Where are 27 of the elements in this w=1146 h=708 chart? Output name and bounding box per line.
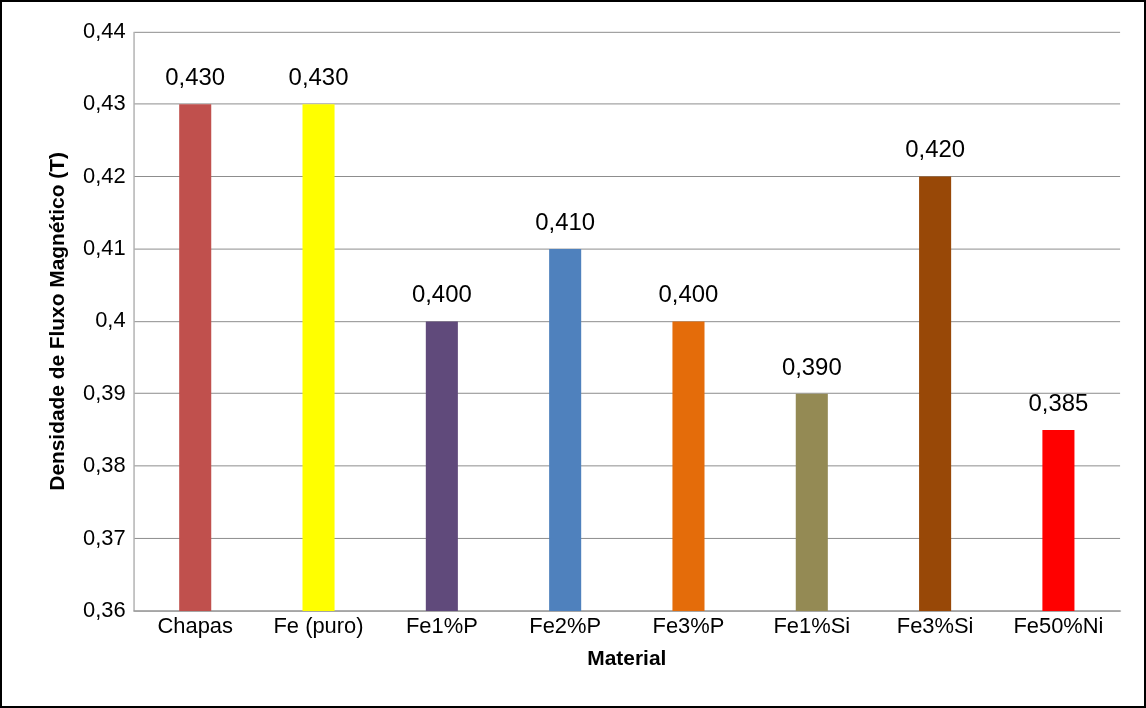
y-tick-label: 0,41	[82, 235, 126, 261]
data-label: 0,390	[781, 352, 842, 380]
data-label: 0,430	[288, 62, 349, 90]
y-tick-label: 0,37	[82, 524, 126, 550]
data-label: 0,430	[165, 62, 226, 90]
data-label: 0,385	[1028, 388, 1089, 416]
data-label: 0,420	[905, 135, 966, 163]
y-tick-label: 0,38	[82, 452, 126, 478]
x-tick-label: Fe50%Ni	[1013, 613, 1104, 639]
y-tick-label: 0,4	[95, 307, 126, 333]
x-tick-label: Fe1%Si	[773, 613, 851, 639]
y-tick-label: 0,43	[82, 90, 126, 116]
data-label: 0,410	[535, 207, 596, 235]
data-label: 0,400	[658, 280, 719, 308]
x-tick-label: Fe3%P	[652, 613, 725, 639]
data-label: 0,400	[411, 280, 472, 308]
y-tick-label: 0,36	[82, 596, 126, 622]
x-axis-title: Material	[587, 646, 667, 670]
x-tick-label: Fe2%P	[529, 613, 602, 639]
x-tick-label: Fe3%Si	[896, 613, 974, 639]
x-tick-label: Fe1%P	[405, 613, 478, 639]
y-tick-label: 0,39	[82, 379, 126, 405]
x-tick-label: Fe (puro)	[273, 613, 364, 639]
y-tick-label: 0,42	[82, 162, 126, 188]
y-axis-title: Densidade de Fluxo Magnético (T)	[45, 152, 69, 491]
x-tick-label: Chapas	[157, 613, 234, 639]
y-tick-label: 0,44	[82, 17, 126, 43]
